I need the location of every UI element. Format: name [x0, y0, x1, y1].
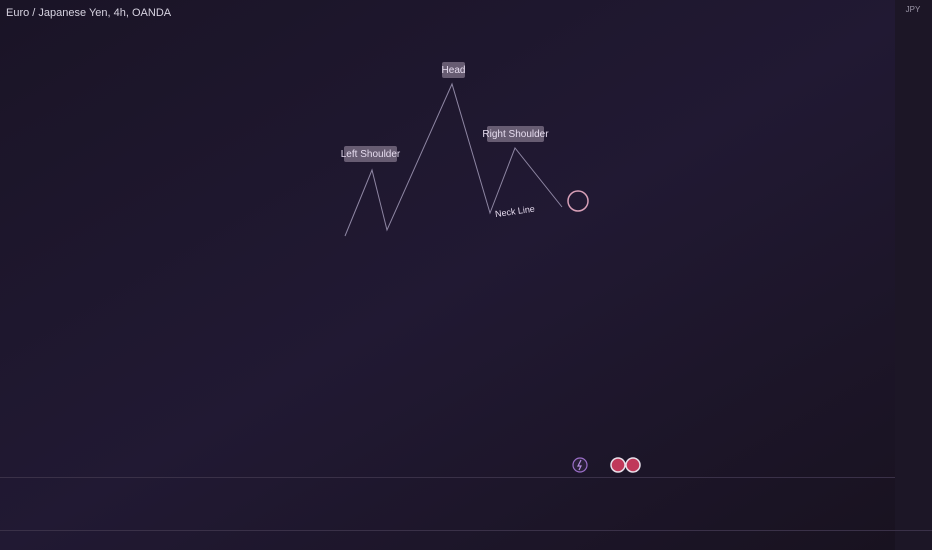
pattern-outline	[344, 82, 563, 237]
chart-title: Euro / Japanese Yen, 4h, OANDA	[6, 7, 172, 19]
label-box	[344, 146, 397, 162]
event-icon[interactable]	[625, 457, 641, 473]
right-shoulder-label: Right Shoulder	[482, 129, 549, 140]
head-label: Head	[442, 65, 466, 76]
event-icon-glyph	[577, 459, 582, 471]
price-axis-bg	[895, 0, 932, 550]
label-box	[442, 62, 465, 78]
label-box	[487, 126, 544, 142]
drawings: Head Left Shoulder Right Shoulder Neck L…	[341, 62, 641, 473]
currency-label: JPY	[906, 5, 921, 14]
highlight-circle	[567, 190, 589, 212]
event-icon[interactable]	[610, 457, 626, 473]
left-shoulder-label: Left Shoulder	[341, 149, 401, 160]
event-icon[interactable]	[572, 457, 588, 473]
